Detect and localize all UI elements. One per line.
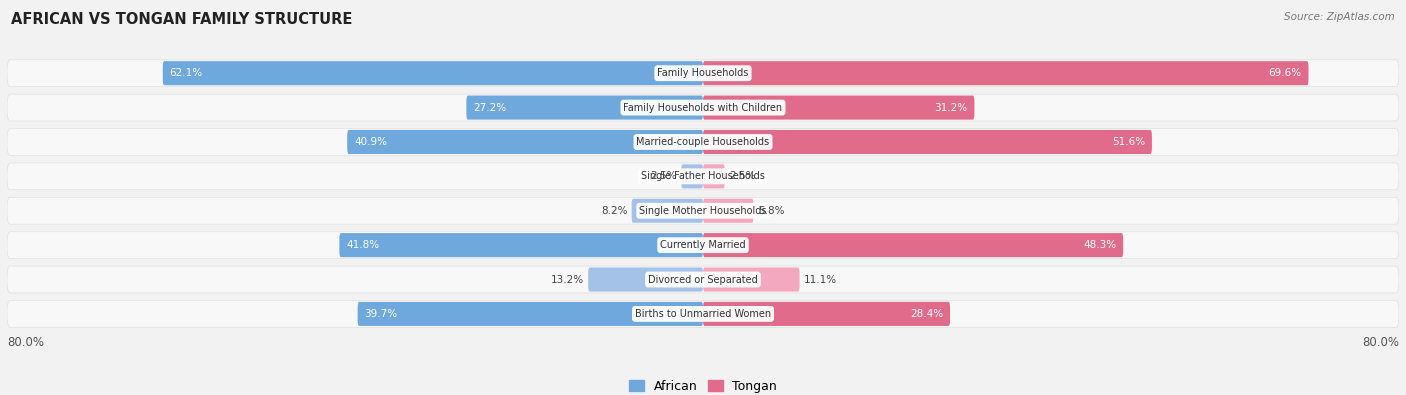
Text: 62.1%: 62.1% <box>170 68 202 78</box>
FancyBboxPatch shape <box>357 302 703 326</box>
Text: 31.2%: 31.2% <box>935 103 967 113</box>
Text: 40.9%: 40.9% <box>354 137 387 147</box>
Text: 11.1%: 11.1% <box>804 275 837 284</box>
FancyBboxPatch shape <box>7 94 1399 121</box>
FancyBboxPatch shape <box>7 198 1399 224</box>
Text: 13.2%: 13.2% <box>551 275 583 284</box>
FancyBboxPatch shape <box>703 199 754 223</box>
FancyBboxPatch shape <box>163 61 703 85</box>
FancyBboxPatch shape <box>588 267 703 292</box>
FancyBboxPatch shape <box>7 128 1399 155</box>
FancyBboxPatch shape <box>7 60 1399 87</box>
Text: 8.2%: 8.2% <box>600 206 627 216</box>
Text: AFRICAN VS TONGAN FAMILY STRUCTURE: AFRICAN VS TONGAN FAMILY STRUCTURE <box>11 12 353 27</box>
Text: 2.5%: 2.5% <box>651 171 676 181</box>
Text: 41.8%: 41.8% <box>346 240 380 250</box>
Text: 48.3%: 48.3% <box>1083 240 1116 250</box>
Text: Births to Unmarried Women: Births to Unmarried Women <box>636 309 770 319</box>
FancyBboxPatch shape <box>703 233 1123 257</box>
Text: 28.4%: 28.4% <box>910 309 943 319</box>
FancyBboxPatch shape <box>703 61 1309 85</box>
FancyBboxPatch shape <box>347 130 703 154</box>
FancyBboxPatch shape <box>7 163 1399 190</box>
Text: 27.2%: 27.2% <box>474 103 506 113</box>
Text: Divorced or Separated: Divorced or Separated <box>648 275 758 284</box>
Text: Married-couple Households: Married-couple Households <box>637 137 769 147</box>
FancyBboxPatch shape <box>339 233 703 257</box>
Text: 39.7%: 39.7% <box>364 309 398 319</box>
FancyBboxPatch shape <box>467 96 703 120</box>
FancyBboxPatch shape <box>7 266 1399 293</box>
Text: 51.6%: 51.6% <box>1112 137 1144 147</box>
Text: 80.0%: 80.0% <box>1362 336 1399 349</box>
Text: Single Mother Households: Single Mother Households <box>640 206 766 216</box>
Legend: African, Tongan: African, Tongan <box>624 375 782 395</box>
FancyBboxPatch shape <box>7 301 1399 327</box>
FancyBboxPatch shape <box>631 199 703 223</box>
Text: 69.6%: 69.6% <box>1268 68 1302 78</box>
FancyBboxPatch shape <box>682 164 703 188</box>
Text: 80.0%: 80.0% <box>7 336 44 349</box>
FancyBboxPatch shape <box>703 302 950 326</box>
FancyBboxPatch shape <box>7 232 1399 259</box>
FancyBboxPatch shape <box>703 96 974 120</box>
FancyBboxPatch shape <box>703 130 1152 154</box>
FancyBboxPatch shape <box>703 164 724 188</box>
Text: Single Father Households: Single Father Households <box>641 171 765 181</box>
Text: 5.8%: 5.8% <box>758 206 785 216</box>
FancyBboxPatch shape <box>703 267 800 292</box>
Text: Family Households: Family Households <box>658 68 748 78</box>
Text: Currently Married: Currently Married <box>661 240 745 250</box>
Text: 2.5%: 2.5% <box>730 171 755 181</box>
Text: Source: ZipAtlas.com: Source: ZipAtlas.com <box>1284 12 1395 22</box>
Text: Family Households with Children: Family Households with Children <box>623 103 783 113</box>
